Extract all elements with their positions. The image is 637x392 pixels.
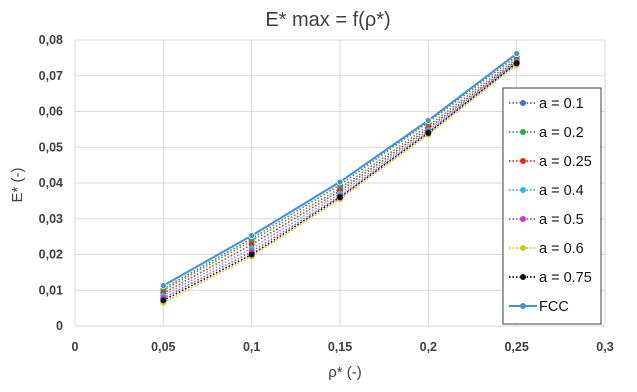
chart-title: E* max = f(ρ*)	[265, 9, 390, 31]
legend-item: a = 0.4	[509, 183, 584, 199]
y-tick-label: 0,06	[39, 105, 63, 119]
legend-swatch-marker	[520, 303, 526, 309]
data-point	[336, 178, 344, 186]
y-tick-label: 0,02	[39, 248, 63, 262]
legend-swatch-marker	[520, 187, 526, 193]
data-point	[248, 251, 255, 258]
series-line	[162, 55, 518, 290]
x-tick-label: 0,25	[504, 340, 528, 354]
y-tick-label: 0,01	[39, 283, 63, 297]
x-tick-label: 0,05	[151, 340, 175, 354]
legend-label: a = 0.4	[539, 183, 584, 199]
x-tick-label: 0,2	[420, 340, 437, 354]
axes: 0 0,01 0,02 0,03 0,04 0,05 0,06 0,07 0,08 0 0,05 0,…	[39, 33, 614, 354]
y-tick-label: 0,08	[39, 33, 63, 47]
data-point	[337, 194, 343, 201]
legend-item: FCC	[509, 299, 569, 315]
x-tick-label: 0,15	[328, 340, 352, 354]
legend-label: a = 0.2	[539, 125, 584, 141]
data-point	[160, 297, 167, 304]
legend-swatch-marker	[520, 216, 526, 222]
data-point	[248, 232, 256, 239]
legend-label: a = 0.75	[539, 270, 592, 286]
data-point	[513, 50, 521, 57]
y-tick-label: 0,03	[39, 212, 63, 226]
y-axis-label: E* (-)	[9, 168, 26, 203]
series-a-0-75	[160, 60, 520, 304]
legend-item: a = 0.25	[509, 154, 592, 170]
legend-swatch-marker	[520, 274, 526, 280]
x-axis-label: ρ* (-)	[328, 364, 362, 381]
data-point	[424, 117, 432, 124]
legend-label: a = 0.6	[539, 241, 584, 257]
y-tick-label: 0,07	[39, 69, 63, 83]
data-point	[159, 282, 167, 290]
legend-item: a = 0.75	[509, 270, 592, 286]
x-tick-label: 0	[72, 340, 79, 354]
legend-swatch-marker	[520, 158, 526, 164]
series-layer	[159, 50, 521, 306]
legend-item: a = 0.1	[509, 96, 584, 112]
legend-label: a = 0.25	[539, 154, 592, 170]
data-point	[513, 60, 520, 67]
data-point	[425, 129, 432, 136]
legend-label: a = 0.1	[539, 96, 584, 112]
legend-label: FCC	[539, 299, 569, 315]
legend-item: a = 0.6	[509, 241, 584, 257]
legend-item: a = 0.5	[509, 212, 584, 228]
legend-box	[502, 87, 602, 325]
x-tick-label: 0,3	[596, 340, 613, 354]
legend: a = 0.1 a = 0.2 a = 0.25 a = 0.4 a = 0.5 a = …	[502, 87, 602, 325]
y-tick-label: 0	[56, 319, 63, 333]
series-fcc	[159, 50, 521, 290]
legend-swatch-marker	[520, 129, 526, 135]
legend-swatch-marker	[520, 245, 526, 251]
legend-swatch-marker	[520, 100, 526, 106]
y-tick-label: 0,05	[39, 140, 63, 154]
legend-label: a = 0.5	[539, 212, 584, 228]
series-line	[162, 64, 518, 304]
legend-item: a = 0.2	[509, 125, 584, 141]
y-tick-label: 0,04	[39, 176, 63, 190]
x-tick-label: 0,1	[243, 340, 260, 354]
